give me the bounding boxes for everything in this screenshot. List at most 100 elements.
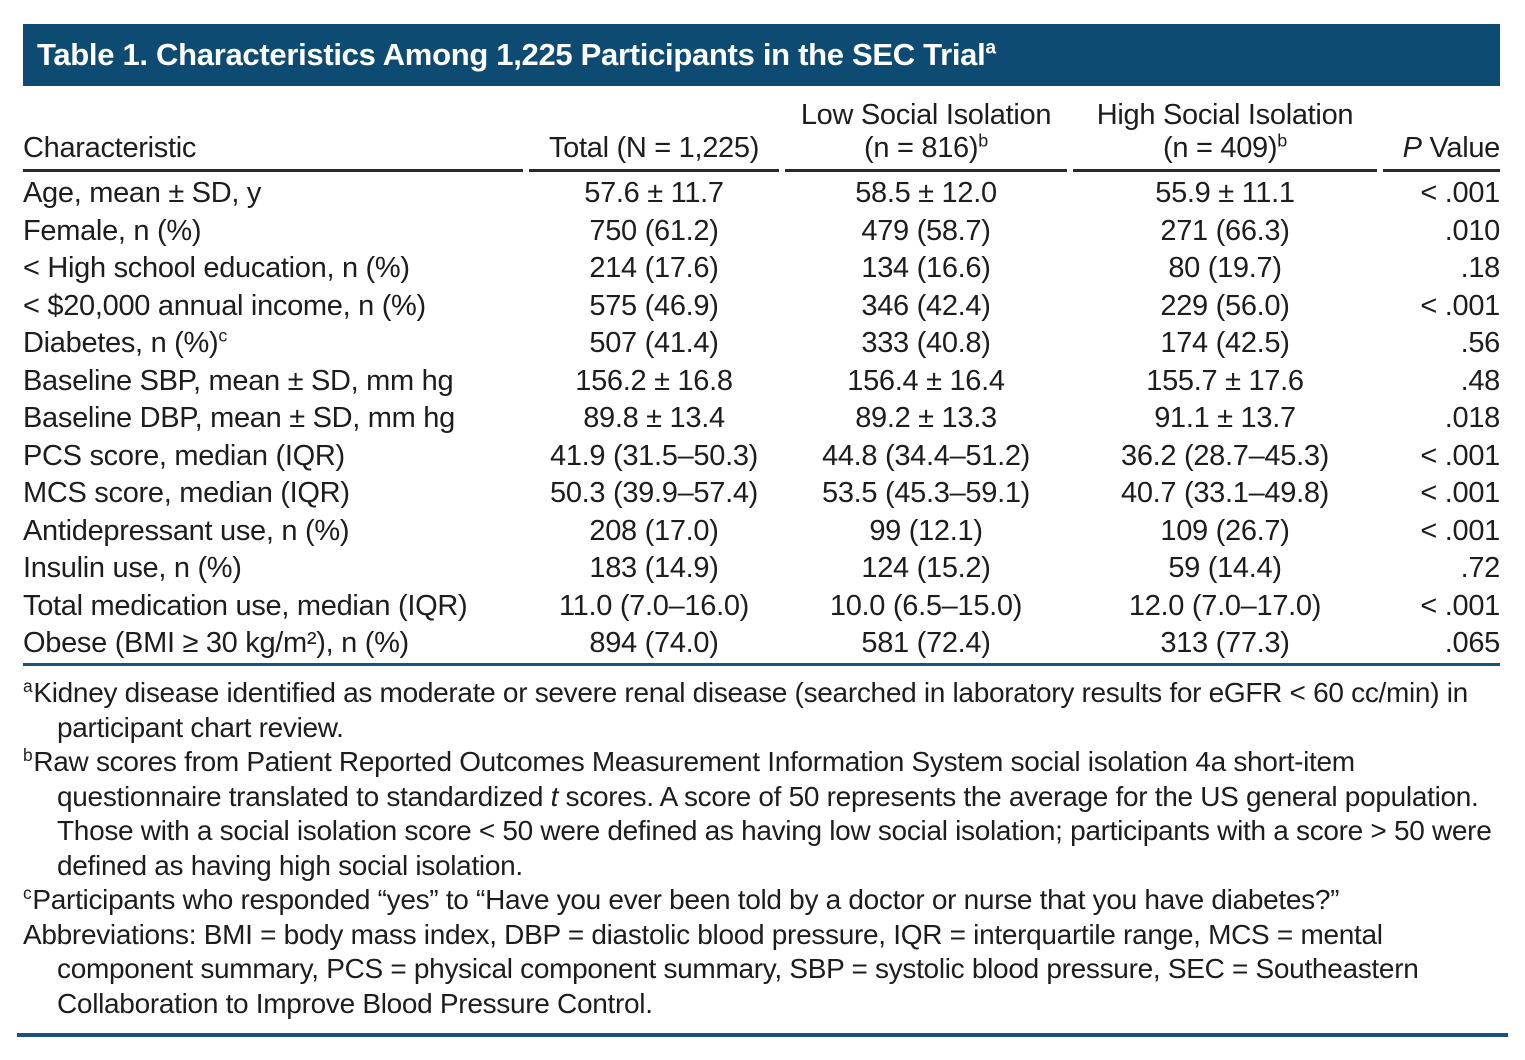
cell-low-social-isolation: 53.5 (45.3–59.1) <box>821 477 1031 510</box>
table-title: Table 1. Characteristics Among 1,225 Par… <box>37 37 996 73</box>
cell-low-social-isolation: 156.4 ± 16.4 <box>847 364 1005 397</box>
cell-total: 57.6 ± 11.7 <box>584 177 724 210</box>
cell-low-social-isolation: 58.5 ± 12.0 <box>855 177 997 210</box>
footnote-marker-c: c <box>218 325 228 346</box>
table-row: MCS score, median (IQR) 50.3 (39.9–57.4) 5… <box>23 475 1500 513</box>
table-row: PCS score, median (IQR) 41.9 (31.5–50.3) 4… <box>23 438 1500 476</box>
cell-total: 89.8 ± 13.4 <box>583 402 725 435</box>
cell-characteristic: PCS score, median (IQR) <box>23 439 345 472</box>
footnote-marker-b: b <box>1277 130 1287 151</box>
cell-characteristic: < $20,000 annual income, n (%) <box>23 289 426 322</box>
cell-low-social-isolation: 134 (16.6) <box>861 252 991 285</box>
cell-high-social-isolation: 80 (19.7) <box>1168 252 1282 285</box>
cell-high-social-isolation: 55.9 ± 11.1 <box>1155 177 1295 210</box>
cell-characteristic: Baseline SBP, mean ± SD, mm hg <box>23 364 454 397</box>
cell-characteristic: Baseline DBP, mean ± SD, mm hg <box>23 402 455 435</box>
cell-characteristic: Diabetes, n (%)c <box>23 325 228 360</box>
cell-p-value: .018 <box>1444 402 1501 435</box>
cell-low-social-isolation: 333 (40.8) <box>861 327 991 360</box>
table-row: Age, mean ± SD, y 57.6 ± 11.7 58.5 ± 12.0 5… <box>23 175 1500 213</box>
table-title-bar: Table 1. Characteristics Among 1,225 Par… <box>23 24 1500 86</box>
cell-total: 41.9 (31.5–50.3) <box>549 439 759 472</box>
cell-total: 50.3 (39.9–57.4) <box>549 477 759 510</box>
cell-p-value: < .001 <box>1420 514 1500 547</box>
footnote-marker-b: b <box>978 130 988 151</box>
footnote-c: cParticipants who responded “yes” to “Ha… <box>23 882 1340 915</box>
cell-high-social-isolation: 155.7 ± 17.6 <box>1146 364 1304 397</box>
cell-p-value: .48 <box>1460 364 1501 397</box>
footnote-marker: b <box>23 744 33 765</box>
table-row: Diabetes, n (%)c 507 (41.4) 333 (40.8) 174 … <box>23 325 1500 363</box>
footnote-b: bRaw scores from Patient Reported Outcom… <box>23 744 1492 881</box>
column-header-p-value: P Value <box>1383 132 1500 172</box>
table-row: Obese (BMI ≥ 30 kg/m²), n (%) 894 (74.0) 5… <box>23 625 1500 663</box>
cell-high-social-isolation: 59 (14.4) <box>1168 552 1282 585</box>
cell-total: 11.0 (7.0–16.0) <box>558 589 750 622</box>
cell-characteristic: Female, n (%) <box>23 214 202 247</box>
cell-high-social-isolation: 174 (42.5) <box>1160 327 1290 360</box>
cell-high-social-isolation: 12.0 (7.0–17.0) <box>1128 589 1322 622</box>
footnote-abbreviations: Abbreviations: BMI = body mass index, DB… <box>23 918 1419 1019</box>
cell-low-social-isolation: 99 (12.1) <box>869 514 983 547</box>
cell-high-social-isolation: 271 (66.3) <box>1160 214 1290 247</box>
cell-p-value: .010 <box>1444 214 1501 247</box>
table-body: Age, mean ± SD, y 57.6 ± 11.7 58.5 ± 12.0 5… <box>23 175 1500 666</box>
table-row: Insulin use, n (%) 183 (14.9) 124 (15.2) 59… <box>23 550 1500 588</box>
cell-low-social-isolation: 89.2 ± 13.3 <box>855 402 997 435</box>
table-row: Baseline SBP, mean ± SD, mm hg 156.2 ± 16… <box>23 363 1500 401</box>
column-header-low-social-isolation: Low Social Isolation (n = 816)b <box>785 99 1067 172</box>
cell-low-social-isolation: 10.0 (6.5–15.0) <box>829 589 1023 622</box>
table-row: Female, n (%) 750 (61.2) 479 (58.7) 271 (66… <box>23 213 1500 251</box>
cell-low-social-isolation: 44.8 (34.4–51.2) <box>821 439 1031 472</box>
cell-total: 507 (41.4) <box>589 327 719 360</box>
cell-characteristic: Obese (BMI ≥ 30 kg/m²), n (%) <box>23 627 409 660</box>
table-row: < High school education, n (%) 214 (17.6)… <box>23 250 1500 288</box>
cell-high-social-isolation: 91.1 ± 13.7 <box>1154 402 1296 435</box>
cell-p-value: < .001 <box>1420 177 1500 210</box>
table-row: Total medication use, median (IQR) 11.0 (… <box>23 588 1500 626</box>
page-bottom-rule <box>17 1033 1508 1037</box>
cell-characteristic: Insulin use, n (%) <box>23 552 242 585</box>
cell-total: 156.2 ± 16.8 <box>575 364 733 397</box>
cell-p-value: .56 <box>1460 327 1501 360</box>
cell-low-social-isolation: 479 (58.7) <box>861 214 991 247</box>
table-row: < $20,000 annual income, n (%) 575 (46.9)… <box>23 288 1500 326</box>
cell-total: 214 (17.6) <box>589 252 719 285</box>
cell-low-social-isolation: 124 (15.2) <box>861 552 991 585</box>
table-header-row: Characteristic Total (N = 1,225) Low Soc… <box>23 92 1500 172</box>
table-title-footnote-marker: a <box>985 37 996 59</box>
cell-characteristic: Total medication use, median (IQR) <box>23 589 468 622</box>
cell-p-value: .065 <box>1444 627 1501 660</box>
cell-high-social-isolation: 313 (77.3) <box>1160 627 1290 660</box>
cell-total: 750 (61.2) <box>589 214 719 247</box>
column-header-characteristic: Characteristic <box>23 132 523 172</box>
table-row: Baseline DBP, mean ± SD, mm hg 89.8 ± 13.… <box>23 400 1500 438</box>
cell-p-value: < .001 <box>1420 439 1500 472</box>
cell-characteristic: Antidepressant use, n (%) <box>23 514 350 547</box>
cell-p-value: < .001 <box>1420 289 1500 322</box>
cell-high-social-isolation: 229 (56.0) <box>1160 289 1290 322</box>
cell-p-value: .18 <box>1460 252 1501 285</box>
footnotes-section: aKidney disease identified as moderate o… <box>23 676 1510 1021</box>
table-title-text: Table 1. Characteristics Among 1,225 Par… <box>37 37 986 72</box>
cell-low-social-isolation: 346 (42.4) <box>861 289 991 322</box>
cell-low-social-isolation: 581 (72.4) <box>861 627 991 660</box>
cell-p-value: < .001 <box>1420 477 1500 510</box>
column-header-high-social-isolation: High Social Isolation (n = 409)b <box>1073 99 1377 172</box>
table-row: Antidepressant use, n (%) 208 (17.0) 99 (1… <box>23 513 1500 551</box>
cell-characteristic: MCS score, median (IQR) <box>23 477 350 510</box>
footnote-a: aKidney disease identified as moderate o… <box>23 675 1468 743</box>
footnote-marker: a <box>23 675 33 696</box>
cell-p-value: < .001 <box>1420 589 1500 622</box>
cell-total: 575 (46.9) <box>589 289 719 322</box>
cell-characteristic: Age, mean ± SD, y <box>23 177 262 210</box>
cell-total: 894 (74.0) <box>589 627 719 660</box>
cell-total: 208 (17.0) <box>589 514 719 547</box>
cell-high-social-isolation: 36.2 (28.7–45.3) <box>1120 439 1330 472</box>
column-header-total: Total (N = 1,225) <box>529 132 779 172</box>
cell-total: 183 (14.9) <box>589 552 719 585</box>
cell-characteristic: < High school education, n (%) <box>23 252 410 285</box>
cell-high-social-isolation: 40.7 (33.1–49.8) <box>1120 477 1330 510</box>
footnote-marker: c <box>23 882 32 903</box>
